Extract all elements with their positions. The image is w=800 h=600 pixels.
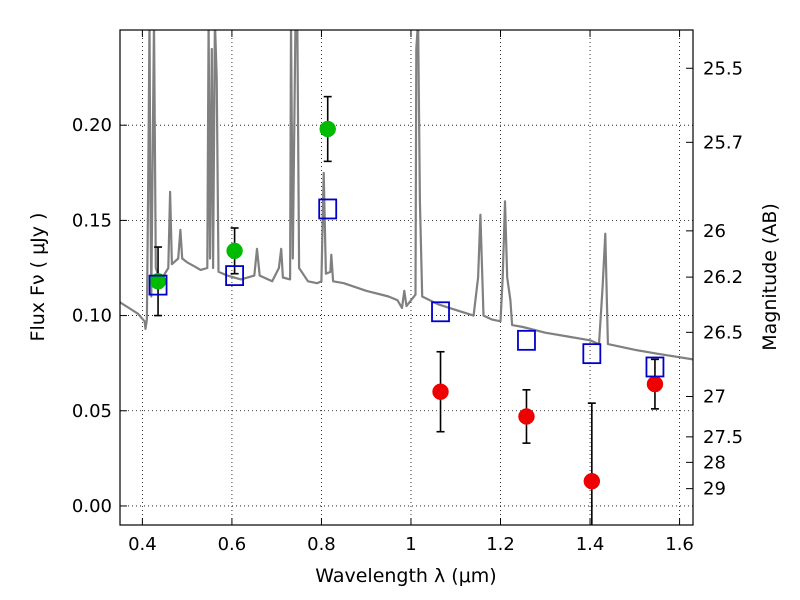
grid-lines bbox=[120, 30, 693, 525]
data-point-marker bbox=[646, 375, 664, 393]
data-point-marker bbox=[583, 472, 601, 490]
spectrum-line bbox=[120, 30, 693, 361]
x-tick-label: 0.8 bbox=[307, 534, 336, 555]
x-tick-label: 1 bbox=[405, 534, 416, 555]
data-point-marker bbox=[319, 120, 336, 138]
right-tick-label: 27 bbox=[703, 386, 726, 407]
data-point-marker bbox=[518, 408, 535, 425]
y-tick-label: 0.05 bbox=[72, 401, 112, 422]
right-tick-label: 26.2 bbox=[703, 267, 743, 288]
x-axis-label: Wavelength λ (μm) bbox=[315, 565, 496, 587]
right-tick-label: 29 bbox=[703, 479, 726, 500]
right-tick-label: 25.5 bbox=[703, 58, 743, 79]
x-tick-label: 0.6 bbox=[218, 534, 247, 555]
right-tick-label: 25.7 bbox=[703, 132, 743, 153]
model-point-marker bbox=[582, 343, 602, 365]
right-axis-label: Magnitude (AB) bbox=[759, 203, 781, 351]
model-point-marker bbox=[148, 274, 168, 296]
x-tick-label: 1.4 bbox=[576, 534, 605, 555]
model-point-marker bbox=[225, 265, 245, 286]
data-point-marker bbox=[432, 383, 449, 400]
axis-ticks: 0.4 0.6 0.8 1 1.2 1.4 1.6 0.00 0.05 0.10 0.15 0.20 2… bbox=[72, 30, 743, 555]
plot-area bbox=[120, 30, 693, 525]
y-axis-label: Flux Fν ( μJy ) bbox=[27, 213, 49, 342]
x-tick-label: 0.4 bbox=[128, 534, 157, 555]
y-tick-label: 0.00 bbox=[72, 496, 112, 517]
y-tick-label: 0.20 bbox=[72, 115, 112, 136]
x-tick-label: 1.2 bbox=[486, 534, 515, 555]
data-point-marker bbox=[226, 242, 243, 260]
model-point-marker bbox=[431, 301, 450, 323]
model-point-marker bbox=[318, 198, 338, 220]
model-point-marker bbox=[645, 356, 665, 378]
y-tick-label: 0.15 bbox=[72, 210, 112, 231]
y-tick-label: 0.10 bbox=[72, 306, 112, 327]
x-tick-label: 1.6 bbox=[665, 534, 694, 555]
right-tick-label: 26 bbox=[703, 221, 726, 242]
right-tick-label: 28 bbox=[703, 452, 726, 473]
right-tick-label: 26.5 bbox=[703, 322, 743, 343]
model-point-marker bbox=[517, 329, 536, 351]
right-tick-label: 27.5 bbox=[703, 427, 743, 448]
